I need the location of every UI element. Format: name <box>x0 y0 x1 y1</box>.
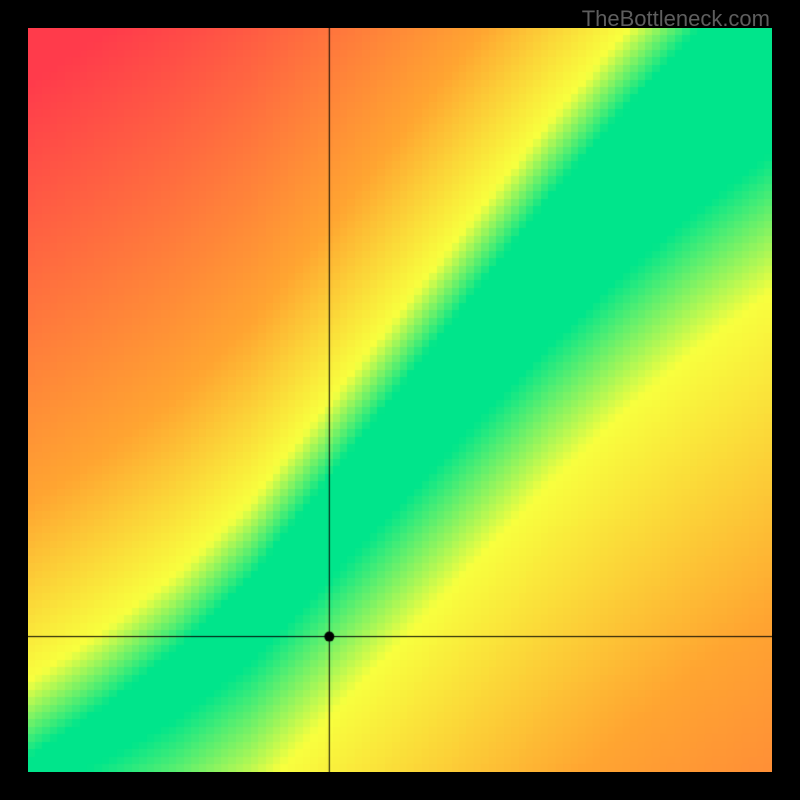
chart-frame: TheBottleneck.com <box>0 0 800 800</box>
heatmap-canvas <box>28 28 772 772</box>
plot-area <box>28 28 772 772</box>
watermark-text: TheBottleneck.com <box>582 6 770 32</box>
